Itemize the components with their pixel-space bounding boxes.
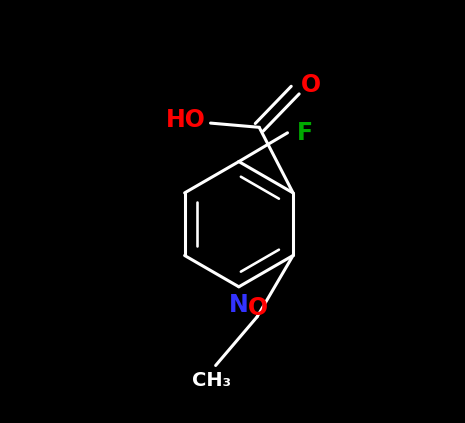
- Text: HO: HO: [166, 108, 206, 132]
- Text: O: O: [248, 296, 268, 319]
- Text: O: O: [301, 73, 321, 97]
- Text: N: N: [229, 293, 249, 316]
- Text: CH₃: CH₃: [192, 371, 231, 390]
- Text: F: F: [297, 121, 313, 145]
